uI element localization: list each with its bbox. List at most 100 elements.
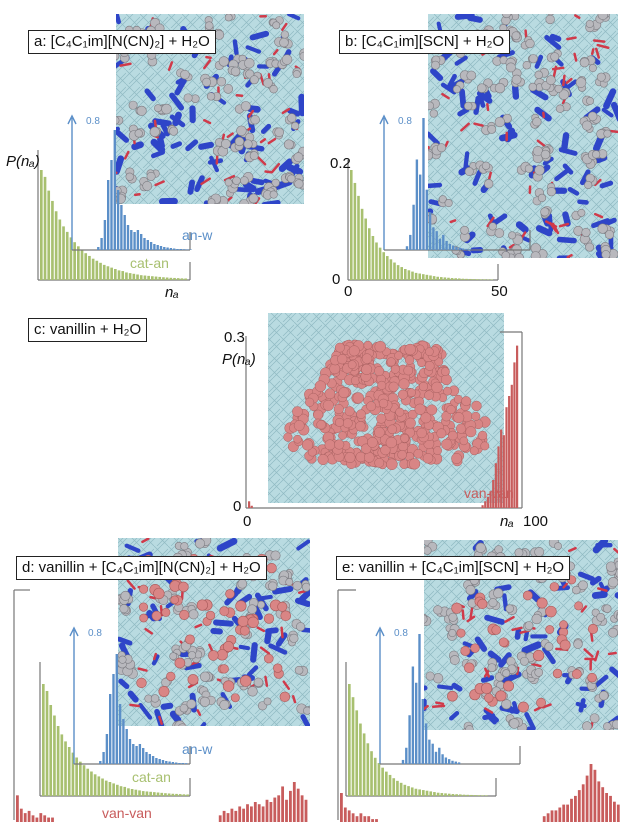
cat-an-bar bbox=[90, 771, 93, 796]
cat-an-bar bbox=[393, 262, 396, 280]
cat-an-bar bbox=[119, 786, 123, 796]
an-w-bar bbox=[435, 231, 438, 250]
cat-an-bar bbox=[425, 790, 429, 796]
vanillin-atom bbox=[420, 412, 432, 424]
vanillin-atom bbox=[461, 396, 472, 407]
anion-molecule bbox=[454, 55, 468, 66]
anion-molecule bbox=[216, 538, 238, 552]
snapshot-b bbox=[428, 14, 618, 258]
van-van-bar bbox=[43, 815, 47, 822]
cat-an-bar bbox=[407, 270, 411, 280]
cation-atom bbox=[603, 129, 612, 138]
anion-molecule bbox=[264, 630, 272, 645]
cat-an-bar bbox=[73, 242, 76, 280]
van-van-bar bbox=[242, 808, 246, 822]
cation-atom bbox=[555, 104, 565, 113]
cation-atom bbox=[585, 242, 595, 252]
an-w-bar bbox=[133, 232, 136, 250]
van-van-bar bbox=[616, 804, 620, 822]
red-fragment bbox=[552, 65, 558, 79]
vanillin-atom bbox=[453, 412, 465, 424]
chart-e bbox=[337, 589, 620, 822]
vanillin-atom bbox=[463, 662, 475, 674]
anion-molecule bbox=[534, 54, 544, 69]
an-w-bar bbox=[125, 729, 128, 764]
cation-atom bbox=[432, 673, 444, 684]
red-fragment bbox=[562, 74, 566, 87]
cat-an-bar bbox=[110, 267, 113, 280]
cat-an-bar bbox=[370, 751, 373, 796]
cation-atom bbox=[519, 656, 529, 666]
cation-atom bbox=[270, 550, 281, 561]
van-van-bar bbox=[265, 799, 269, 822]
cation-atom bbox=[460, 225, 470, 235]
red-fragment bbox=[298, 589, 307, 594]
vanillin-atom bbox=[574, 601, 584, 611]
vanillin-atom bbox=[196, 599, 208, 611]
cat-an-bar bbox=[139, 275, 143, 280]
van-van-bar bbox=[574, 795, 577, 822]
cation-atom bbox=[484, 179, 494, 189]
red-fragment bbox=[194, 623, 203, 629]
anion-molecule bbox=[131, 141, 144, 151]
anion-molecule bbox=[169, 92, 185, 111]
cation-atom bbox=[292, 580, 303, 591]
an-w-bar bbox=[110, 160, 113, 250]
cat-an-bar bbox=[450, 278, 454, 280]
vanillin-atom bbox=[239, 625, 250, 636]
cat-an-bar bbox=[388, 774, 392, 796]
an-w-bar bbox=[468, 249, 471, 250]
anion-molecule bbox=[213, 619, 234, 627]
red-fragment bbox=[613, 547, 618, 554]
red-fragment bbox=[486, 216, 495, 228]
anion-molecule bbox=[138, 702, 153, 720]
cat-an-bar bbox=[104, 780, 108, 796]
cat-an-bar bbox=[357, 195, 360, 280]
van-van-bar bbox=[296, 788, 300, 822]
van-van-bar bbox=[226, 813, 230, 822]
cation-atom bbox=[232, 176, 241, 185]
cat-an-bar bbox=[399, 782, 403, 796]
cat-an-bar bbox=[130, 789, 134, 796]
van-van-bar bbox=[581, 784, 585, 822]
cation-atom bbox=[578, 580, 588, 591]
anion-molecule bbox=[118, 678, 130, 690]
van-van-bar bbox=[593, 769, 597, 822]
an-w-bar bbox=[142, 748, 145, 764]
red-fragment bbox=[435, 701, 445, 706]
anion-molecule bbox=[152, 118, 172, 127]
anion-molecule bbox=[150, 138, 166, 154]
cation-atom bbox=[528, 54, 538, 64]
cation-atom bbox=[429, 109, 438, 118]
panel-label-e: e: vanillin + [C₄C₁im][SCN] + H₂O bbox=[336, 556, 571, 580]
cat-an-bar bbox=[93, 774, 97, 796]
vanillin-atom bbox=[301, 439, 314, 451]
vanillin-atom bbox=[170, 595, 179, 605]
xtick-b-0: 0 bbox=[344, 283, 352, 300]
cat-an-bar bbox=[136, 274, 139, 280]
vanillin-atom bbox=[477, 430, 488, 441]
an-w-bar bbox=[425, 189, 428, 250]
van-van-bar bbox=[542, 816, 546, 822]
cat-an-bar bbox=[404, 269, 407, 280]
red-fragment bbox=[205, 55, 212, 60]
van-van-bar bbox=[484, 501, 487, 508]
vanillin-atom bbox=[219, 664, 229, 674]
vanillin-atom bbox=[385, 436, 398, 449]
vanillin-atom bbox=[158, 686, 170, 697]
cation-atom bbox=[224, 178, 233, 187]
cat-an-bar bbox=[490, 279, 493, 280]
cat-an-bar bbox=[171, 793, 175, 796]
cation-atom bbox=[598, 690, 609, 701]
an-w-bar bbox=[136, 230, 140, 250]
vanillin-atom bbox=[456, 628, 466, 638]
vanillin-atom bbox=[277, 601, 288, 612]
an-w-bar bbox=[461, 248, 465, 250]
inset-tick-d: 0.8 bbox=[88, 628, 102, 639]
cation-atom bbox=[263, 77, 273, 88]
cation-atom bbox=[597, 223, 608, 234]
anion-molecule bbox=[170, 141, 183, 149]
cation-atom bbox=[573, 639, 583, 649]
vanillin-atom bbox=[374, 366, 385, 377]
cat-an-bar bbox=[462, 794, 466, 796]
